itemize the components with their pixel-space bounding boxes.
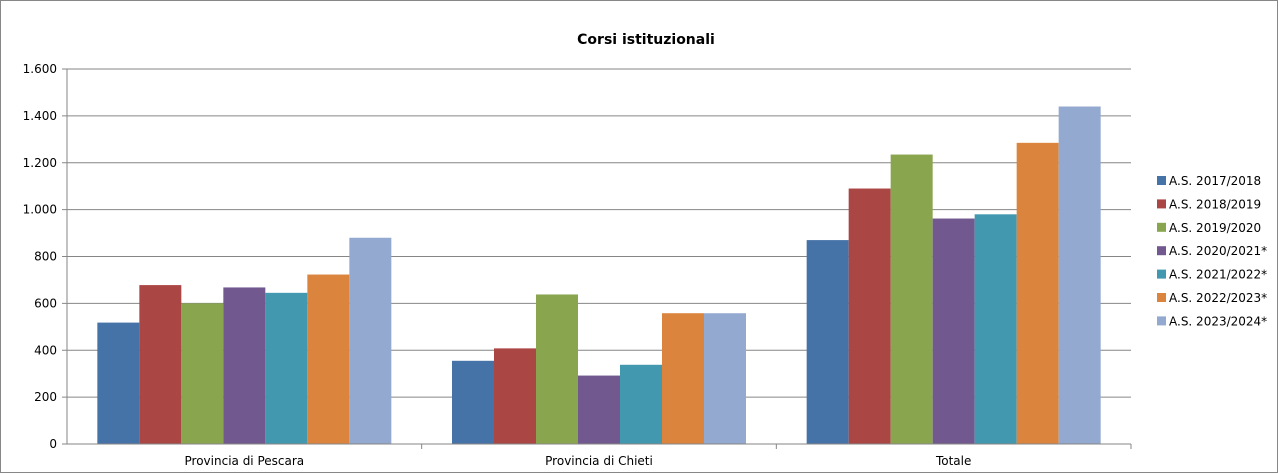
legend-label: A.S. 2020/2021*	[1169, 244, 1267, 258]
bar	[181, 303, 224, 444]
legend-label: A.S. 2019/2020	[1169, 221, 1261, 235]
y-tick-label: 1.600	[23, 62, 57, 76]
bar	[1016, 142, 1059, 444]
bar	[932, 218, 975, 444]
legend-label: A.S. 2022/2023*	[1169, 291, 1267, 305]
bar	[139, 285, 182, 444]
legend-swatch	[1157, 269, 1166, 279]
bar	[662, 313, 704, 444]
bar	[578, 375, 620, 444]
legend-label: A.S. 2021/2022*	[1169, 268, 1267, 282]
x-category-label: Provincia di Chieti	[545, 454, 653, 468]
x-category-label: Provincia di Pescara	[185, 454, 305, 468]
legend-label: A.S. 2023/2024*	[1169, 314, 1267, 328]
bar	[848, 188, 891, 444]
y-tick-label: 1.200	[23, 156, 57, 170]
x-category-label: Totale	[935, 454, 971, 468]
y-tick-label: 800	[34, 250, 57, 264]
bars	[97, 106, 1101, 444]
x-axis-categories: Provincia di Pescara Provincia di Chieti T…	[185, 444, 1132, 468]
bar	[265, 292, 308, 444]
legend-swatch	[1157, 222, 1166, 232]
y-tick-label: 0	[49, 437, 57, 451]
bar	[223, 287, 266, 444]
bar	[620, 364, 662, 444]
y-tick-label: 1.000	[23, 203, 57, 217]
legend-swatch	[1157, 246, 1166, 256]
chart-title: Corsi istituzionali	[577, 32, 715, 48]
bar	[974, 214, 1017, 444]
y-tick-label: 1.400	[23, 109, 57, 123]
bar	[806, 240, 849, 444]
bar	[452, 360, 494, 444]
y-tick-label: 400	[34, 343, 57, 357]
legend: A.S. 2017/2018 A.S. 2018/2019 A.S. 2019/20…	[1157, 174, 1267, 328]
y-axis-ticks: 0 200 400 600 800 1.000 1.200 1.400 1.600	[23, 62, 67, 451]
legend-label: A.S. 2018/2019	[1169, 197, 1261, 211]
bar	[307, 274, 350, 444]
legend-label: A.S. 2017/2018	[1169, 174, 1261, 188]
y-tick-label: 600	[34, 296, 57, 310]
legend-swatch	[1157, 176, 1166, 185]
bar	[97, 322, 140, 444]
bar	[349, 237, 392, 444]
bar	[1058, 106, 1101, 444]
bar	[704, 313, 746, 444]
y-tick-label: 200	[34, 390, 57, 404]
bar	[494, 348, 536, 444]
legend-swatch	[1157, 316, 1166, 326]
bar	[536, 294, 578, 444]
bar	[890, 154, 933, 444]
legend-swatch	[1157, 293, 1166, 302]
legend-swatch	[1157, 199, 1166, 209]
